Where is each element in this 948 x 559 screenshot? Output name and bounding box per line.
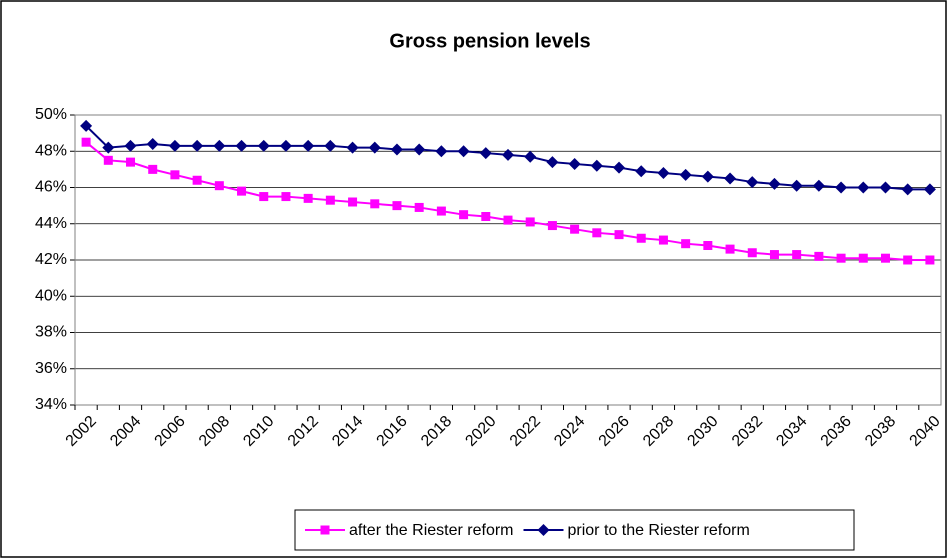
y-tick-label: 34% bbox=[35, 396, 67, 413]
data-point bbox=[279, 139, 292, 152]
data-point bbox=[657, 167, 670, 179]
y-tick-label: 46% bbox=[35, 179, 67, 196]
data-point bbox=[724, 172, 737, 185]
legend-label: after the Riester reform bbox=[349, 522, 514, 539]
data-point bbox=[568, 157, 581, 170]
data-point bbox=[436, 206, 446, 216]
data-point bbox=[725, 244, 735, 254]
data-point bbox=[103, 155, 113, 165]
data-point bbox=[281, 192, 291, 202]
data-point bbox=[503, 215, 513, 225]
y-tick-label: 42% bbox=[35, 251, 67, 268]
plot-area bbox=[74, 114, 942, 406]
data-point bbox=[658, 235, 668, 245]
data-point bbox=[679, 168, 692, 181]
data-point bbox=[525, 217, 535, 227]
data-point bbox=[901, 183, 914, 196]
data-point bbox=[368, 141, 381, 154]
data-point bbox=[812, 179, 825, 192]
data-point bbox=[81, 137, 91, 147]
y-tick-label: 50% bbox=[35, 106, 67, 123]
data-point bbox=[614, 230, 624, 240]
data-point bbox=[792, 250, 802, 260]
data-point bbox=[746, 176, 759, 189]
y-tick-label: 36% bbox=[35, 360, 67, 377]
data-point bbox=[546, 156, 559, 169]
data-point bbox=[390, 143, 403, 156]
data-point bbox=[102, 141, 115, 154]
data-point bbox=[790, 179, 803, 192]
data-point bbox=[392, 201, 402, 211]
data-point bbox=[636, 233, 646, 243]
data-point bbox=[237, 186, 247, 196]
data-point bbox=[590, 159, 603, 172]
y-tick-label: 40% bbox=[35, 287, 67, 304]
data-point bbox=[769, 250, 779, 260]
legend-marker bbox=[537, 524, 550, 536]
data-point bbox=[146, 138, 159, 150]
data-point bbox=[923, 183, 936, 196]
data-point bbox=[703, 241, 713, 250]
data-point bbox=[459, 210, 469, 220]
data-point bbox=[257, 139, 270, 152]
data-point bbox=[303, 193, 313, 203]
data-point bbox=[570, 224, 580, 234]
data-point bbox=[213, 139, 226, 152]
data-point bbox=[124, 139, 137, 152]
data-point bbox=[192, 175, 202, 185]
data-point bbox=[479, 147, 492, 160]
y-tick-label: 44% bbox=[35, 215, 67, 232]
data-point bbox=[457, 145, 470, 158]
y-tick-label: 48% bbox=[35, 142, 67, 159]
data-point bbox=[747, 248, 757, 258]
data-point bbox=[925, 255, 935, 265]
data-point bbox=[547, 221, 557, 231]
data-point bbox=[903, 255, 913, 265]
data-point bbox=[880, 253, 890, 263]
data-point bbox=[879, 181, 892, 194]
data-point bbox=[235, 139, 248, 152]
data-point bbox=[814, 251, 824, 261]
data-point bbox=[259, 192, 269, 202]
data-point bbox=[613, 161, 626, 174]
y-tick-label: 38% bbox=[35, 324, 67, 341]
data-point bbox=[346, 141, 359, 154]
data-point bbox=[214, 181, 224, 191]
data-point bbox=[80, 119, 93, 132]
data-point bbox=[324, 139, 337, 152]
data-point bbox=[325, 195, 335, 205]
data-point bbox=[681, 239, 691, 249]
data-point bbox=[857, 181, 870, 194]
legend-box bbox=[294, 509, 855, 551]
data-point bbox=[502, 148, 514, 161]
legend-label: prior to the Riester reform bbox=[568, 522, 750, 539]
data-point bbox=[170, 170, 180, 180]
data-point bbox=[191, 139, 204, 152]
data-point bbox=[414, 202, 424, 212]
data-point bbox=[481, 212, 491, 221]
data-point bbox=[524, 150, 537, 163]
data-point bbox=[302, 139, 315, 152]
data-point bbox=[168, 139, 181, 152]
data-point bbox=[635, 165, 648, 178]
data-point bbox=[348, 197, 358, 207]
data-point bbox=[768, 177, 781, 190]
data-point bbox=[858, 253, 868, 263]
data-point bbox=[148, 164, 158, 174]
data-point bbox=[413, 143, 426, 156]
data-point bbox=[836, 253, 846, 263]
data-point bbox=[126, 157, 136, 167]
data-point bbox=[592, 228, 602, 238]
chart-title: Gross pension levels bbox=[389, 30, 590, 52]
data-point bbox=[835, 181, 848, 194]
data-point bbox=[435, 145, 448, 158]
data-point bbox=[370, 199, 380, 209]
legend-marker bbox=[320, 525, 330, 535]
data-point bbox=[701, 170, 714, 183]
